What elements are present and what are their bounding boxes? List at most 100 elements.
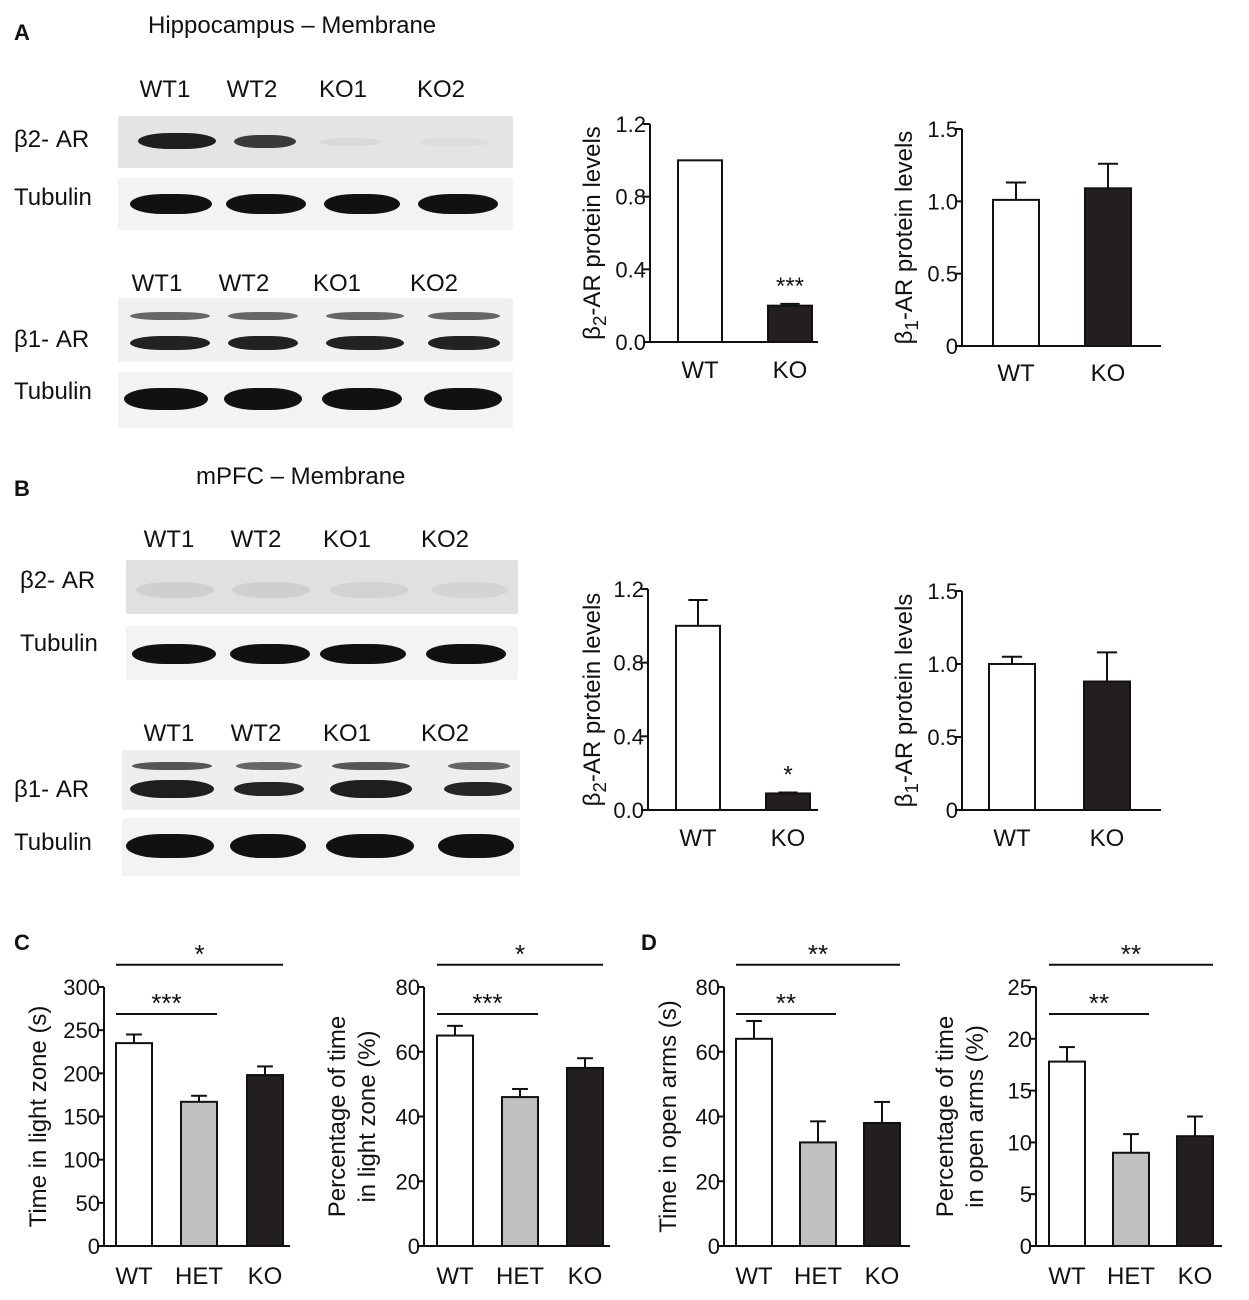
blot-band bbox=[326, 834, 414, 858]
chart-a-b2-ytick-label: 0.0 bbox=[615, 330, 646, 355]
chart-c-pct-bar-het bbox=[501, 1096, 539, 1247]
chart-d-pct-ytick-label: 5 bbox=[1020, 1182, 1032, 1207]
blot-band bbox=[322, 388, 402, 410]
panel-letter-a: A bbox=[14, 20, 30, 45]
chart-c-time-ylabel: Time in light zone (s) bbox=[25, 1006, 52, 1228]
blot-a-top-row1-label: β2- AR bbox=[14, 126, 90, 153]
chart-d-time-ytick-label: 20 bbox=[696, 1169, 720, 1194]
blot-band bbox=[230, 834, 306, 858]
chart-a-b2-bar-wt bbox=[677, 159, 723, 343]
chart-d-pct-xtick-label: HET bbox=[1107, 1263, 1155, 1290]
blot-a-beta2-strip bbox=[118, 116, 513, 168]
chart-d-pct-ytick-label: 10 bbox=[1008, 1130, 1032, 1155]
blot-band bbox=[126, 834, 214, 858]
blot-band bbox=[330, 780, 412, 798]
chart-c-time-bar-wt bbox=[115, 1042, 153, 1248]
blot-band bbox=[132, 762, 212, 770]
blot-a-tubulin-strip-2 bbox=[118, 372, 513, 428]
chart-b-b2-significance: * bbox=[783, 762, 792, 789]
chart-a-b2-xtick-label: KO bbox=[773, 357, 808, 384]
chart-d-time-ytick-label: 60 bbox=[696, 1040, 720, 1065]
chart-d-pct-xtick-label: WT bbox=[1048, 1263, 1086, 1290]
chart-a-b1-bar-wt bbox=[992, 198, 1040, 347]
blot-band bbox=[130, 194, 212, 214]
blot-a-top-lane-3: KO1 bbox=[318, 76, 368, 103]
blot-a-title: Hippocampus – Membrane bbox=[148, 12, 437, 39]
blot-band bbox=[138, 133, 216, 149]
chart-c-pct-ytick-label: 80 bbox=[396, 975, 420, 1000]
chart-d-time-bracket-label: ** bbox=[808, 939, 828, 969]
chart-c-time-ytick-label: 100 bbox=[63, 1148, 100, 1173]
blot-b-top-lane-3: KO1 bbox=[322, 526, 372, 553]
blot-band bbox=[424, 388, 502, 410]
blot-b-top-row1-label: β2- AR bbox=[20, 567, 96, 594]
chart-a-b1-ytick-label: 1.5 bbox=[927, 117, 958, 142]
blot-b-top-lane-2: WT2 bbox=[230, 526, 282, 553]
chart-c-time-bar-het bbox=[180, 1100, 218, 1248]
blot-b-top-row2-label: Tubulin bbox=[20, 630, 98, 657]
blot-band bbox=[124, 388, 208, 410]
chart-d-pct-ytick-label: 25 bbox=[1008, 975, 1032, 1000]
chart-c-pct-xtick-label: HET bbox=[496, 1263, 544, 1290]
chart-c-time-ytick-label: 0 bbox=[88, 1234, 100, 1259]
chart-d-time-bar-wt bbox=[735, 1037, 773, 1248]
chart-a-b1-xtick-label: WT bbox=[997, 360, 1035, 387]
blot-b-top-lane-1: WT1 bbox=[143, 526, 195, 553]
chart-c-pct-ylabel: Percentage of time bbox=[324, 1016, 351, 1217]
chart-a-b2-ytick-label: 1.2 bbox=[615, 112, 646, 137]
blot-band bbox=[234, 782, 304, 796]
chart-b-b1-ylabel: β1-AR protein levels bbox=[891, 594, 922, 808]
blot-band bbox=[130, 780, 214, 798]
blot-b-bottom-lane-4: KO2 bbox=[420, 720, 470, 747]
chart-d-time-bracket-label: ** bbox=[776, 988, 796, 1018]
chart-b-b2-ytick-label: 0.0 bbox=[613, 798, 644, 823]
blot-band bbox=[444, 782, 512, 796]
chart-a-b1-ylabel: β1-AR protein levels bbox=[891, 131, 922, 345]
chart-c-time-ytick-label: 250 bbox=[63, 1018, 100, 1043]
blot-band bbox=[426, 644, 506, 664]
blot-band bbox=[420, 138, 490, 146]
chart-b-b2-bar-ko bbox=[765, 792, 811, 811]
chart-a-b2-ytick-label: 0.4 bbox=[615, 257, 646, 282]
blot-a-bottom-row2-label: Tubulin bbox=[14, 378, 92, 405]
chart-b-b1-bar-ko bbox=[1083, 680, 1131, 812]
blot-a-beta1-strip bbox=[118, 298, 513, 362]
chart-c-time-ytick-label: 150 bbox=[63, 1105, 100, 1130]
chart-d-pct-ytick-label: 20 bbox=[1008, 1027, 1032, 1052]
chart-b-b1-bar-wt bbox=[988, 663, 1036, 811]
chart-c-time-xtick-label: WT bbox=[115, 1263, 153, 1290]
chart-c-pct-bar-ko bbox=[566, 1066, 604, 1247]
blot-b-title: mPFC – Membrane bbox=[196, 463, 406, 490]
blot-a-bottom-lane-2: WT2 bbox=[218, 270, 270, 297]
blot-b-bottom-row2-label: Tubulin bbox=[14, 829, 92, 856]
chart-d-pct-ylabel: Percentage of time bbox=[932, 1016, 959, 1217]
blot-a-top-row2-label: Tubulin bbox=[14, 184, 92, 211]
blot-b-bottom-lane-2: WT2 bbox=[230, 720, 282, 747]
chart-c-time-ytick-label: 200 bbox=[63, 1061, 100, 1086]
blot-band bbox=[324, 194, 400, 214]
chart-b-b2-ytick-label: 0.8 bbox=[613, 651, 644, 676]
blot-b-bottom-lane-1: WT1 bbox=[143, 720, 195, 747]
blot-band bbox=[320, 138, 380, 146]
blot-band bbox=[136, 582, 214, 598]
chart-b-b1-ytick-label: 0.5 bbox=[927, 725, 958, 750]
chart-c-time-xtick-label: KO bbox=[248, 1263, 283, 1290]
chart-c-pct-ytick-label: 40 bbox=[396, 1105, 420, 1130]
panel-letter-d: D bbox=[641, 930, 657, 955]
blot-band bbox=[320, 644, 406, 664]
chart-a-b1-xtick-label: KO bbox=[1091, 360, 1126, 387]
chart-a-b1-ytick-label: 1.0 bbox=[927, 189, 958, 214]
chart-a-b2-ylabel: β2-AR protein levels bbox=[579, 126, 610, 340]
chart-c-time-bracket-label: * bbox=[194, 939, 204, 969]
chart-a-b2-xtick-label: WT bbox=[681, 357, 719, 384]
blot-band bbox=[236, 762, 302, 770]
chart-d-time-xtick-label: HET bbox=[794, 1263, 842, 1290]
chart-a-b2-bar-ko bbox=[767, 304, 813, 343]
chart-a-b1-ytick-label: 0 bbox=[946, 334, 958, 359]
blot-band bbox=[438, 834, 514, 858]
chart-d-time-bar-ko bbox=[863, 1121, 901, 1247]
blot-band bbox=[226, 194, 306, 214]
chart-b-b2-xtick-label: WT bbox=[679, 825, 717, 852]
chart-c-pct-ylabel: in light zone (%) bbox=[354, 1030, 381, 1202]
blot-b-tubulin-strip-2 bbox=[122, 818, 520, 876]
